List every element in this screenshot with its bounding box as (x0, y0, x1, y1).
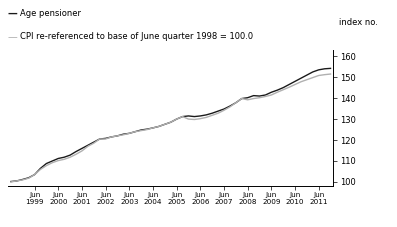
Age pensioner (322, 67, 327, 70)
Line: Age pensioner: Age pensioner (11, 68, 331, 182)
CPI re-referenced to base of June quarter 1998 = 100.0 (44, 164, 49, 167)
Age pensioner (8, 180, 13, 183)
CPI re-referenced to base of June quarter 1998 = 100.0 (328, 73, 333, 75)
Age pensioner (293, 80, 297, 83)
Text: CPI re-referenced to base of June quarter 1998 = 100.0: CPI re-referenced to base of June quarte… (20, 32, 253, 41)
CPI re-referenced to base of June quarter 1998 = 100.0 (127, 132, 132, 135)
CPI re-referenced to base of June quarter 1998 = 100.0 (85, 145, 90, 148)
CPI re-referenced to base of June quarter 1998 = 100.0 (8, 181, 13, 183)
CPI re-referenced to base of June quarter 1998 = 100.0 (322, 73, 327, 76)
Text: index no.: index no. (339, 18, 378, 27)
CPI re-referenced to base of June quarter 1998 = 100.0 (68, 156, 73, 159)
Line: CPI re-referenced to base of June quarter 1998 = 100.0: CPI re-referenced to base of June quarte… (11, 74, 331, 182)
Text: Age pensioner: Age pensioner (20, 9, 81, 18)
Age pensioner (68, 154, 73, 156)
Text: —: — (8, 32, 18, 42)
Age pensioner (328, 67, 333, 70)
Age pensioner (44, 162, 49, 165)
Age pensioner (127, 132, 132, 135)
Text: —: — (8, 9, 18, 19)
Age pensioner (85, 144, 90, 147)
CPI re-referenced to base of June quarter 1998 = 100.0 (293, 83, 297, 86)
